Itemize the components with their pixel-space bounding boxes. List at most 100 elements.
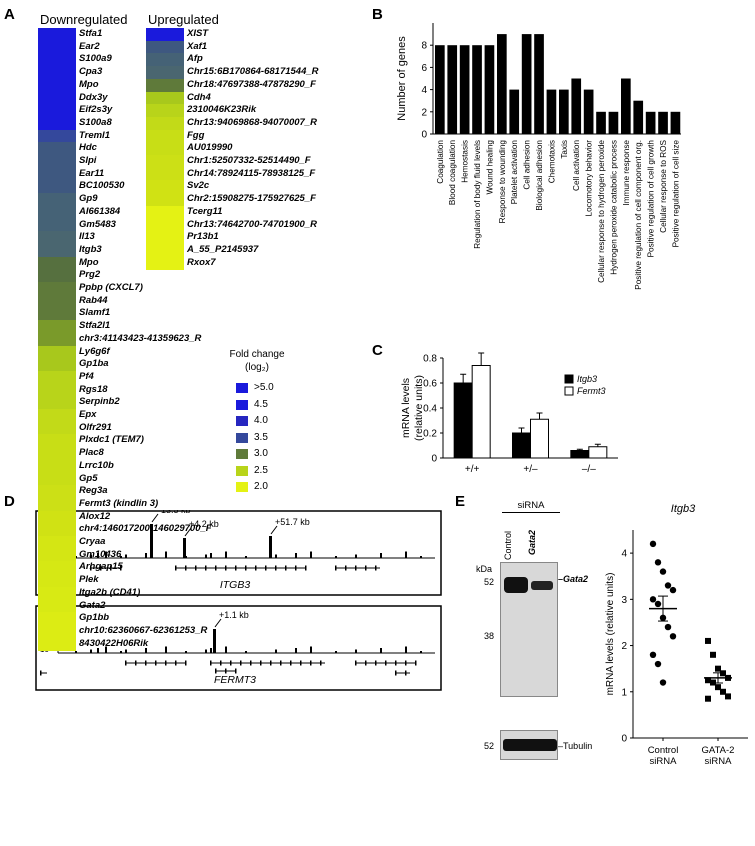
peak-pointer [270, 525, 278, 535]
heatmap-cell-down [38, 167, 76, 181]
mrna-levels-bar-chart: 0 0.2 0.4 0.6 0.8 mRNA levels (relative units)… [400, 352, 618, 475]
heatmap-cell-down [38, 383, 76, 397]
x-category-label: Cellular response to ROS [659, 139, 668, 232]
gene-exon [345, 565, 347, 571]
signal-peak [213, 629, 216, 653]
heatmap-cell-up [146, 155, 184, 169]
data-point-circle [649, 651, 657, 658]
bar [588, 446, 608, 459]
gene-exon [165, 660, 167, 666]
gene-label-down: Ly6g6f [79, 345, 110, 357]
gene-label-up: Chr15:6B170864-68171544_R [187, 66, 319, 78]
gene-exon [335, 565, 337, 571]
legend-title: Fold change [229, 349, 285, 360]
gene-label-down: Stfa1 [79, 28, 103, 39]
gene-exon [285, 565, 287, 571]
heatmap-cell-down [38, 256, 76, 270]
signal-bar [75, 556, 77, 558]
bar [546, 89, 557, 134]
legend-swatch [236, 416, 248, 426]
gene-label-up: Cdh4 [187, 91, 211, 103]
gene-exon [395, 660, 397, 666]
data-point-square [720, 688, 726, 695]
heatmap-cell-down [38, 205, 76, 219]
y-tick-label: 0.4 [423, 404, 437, 415]
gene-label-down: Stfa2l1 [79, 320, 111, 332]
heatmap-cell-down [38, 91, 76, 105]
heatmap-cell-up [146, 256, 184, 270]
heatmap-cell-up [146, 193, 184, 207]
x-category-label: –/– [582, 464, 596, 475]
signal-bar [210, 553, 212, 558]
heatmap-cell-up [146, 205, 184, 219]
signal-bar [310, 551, 312, 558]
data-point-circle [649, 540, 657, 548]
signal-peak [269, 536, 272, 558]
data-point-square [705, 677, 711, 684]
x-category-label: Platelet activation [510, 140, 519, 205]
heatmap-cell-down [38, 180, 76, 194]
gene-label-down: Treml1 [79, 129, 110, 141]
signal-bar [405, 646, 407, 653]
heatmap-cell-up [146, 78, 184, 92]
gene-label-down: chr4:146017200-146029700_F [79, 523, 212, 535]
x-category-label: +/+ [465, 464, 480, 475]
gene-exon [405, 660, 407, 666]
heatmap-cell-down [38, 116, 76, 131]
bar [621, 78, 631, 134]
x-category-label: Chemotaxis [547, 140, 556, 183]
gene-exon [155, 660, 157, 666]
bar [521, 34, 532, 134]
legend-label: Itgb3 [577, 374, 597, 384]
legend-label: 4.0 [254, 415, 268, 426]
panel-b-letter: B [372, 6, 383, 23]
heatmap-cell-up [146, 167, 184, 181]
bar [670, 111, 681, 134]
heatmap-cell-down [38, 586, 76, 600]
signal-bar [420, 651, 422, 653]
x-category-label: Wound healing [485, 140, 494, 195]
bar [512, 432, 531, 459]
signal-bar [355, 554, 357, 558]
heatmap-cell-down [38, 320, 76, 334]
heatmap-cell-down [38, 434, 76, 448]
gene-label-down: Gp9 [79, 193, 98, 205]
gene-exon [120, 565, 122, 571]
gene-exon [175, 565, 177, 571]
heatmap-cell-down [38, 447, 76, 461]
data-point-circle [654, 559, 662, 566]
gene-label-down: Olfr291 [79, 421, 112, 433]
gene-exon [365, 565, 367, 571]
legend-swatch [236, 399, 248, 410]
gene-label-down: Ear11 [79, 167, 105, 179]
signal-bar [165, 551, 167, 558]
signal-peak [183, 538, 186, 558]
heatmap-cell-down [38, 510, 76, 524]
x-category-label: Cellular response to hydrogen peroxide [597, 140, 606, 283]
heatmap-cell-down [38, 409, 76, 423]
marker-52-top: 52 [484, 577, 495, 587]
gene-exon [310, 660, 312, 666]
gene-exon [405, 670, 407, 676]
data-point-square [710, 651, 716, 658]
gene-label-down: chr10:62360667-62361253_R [79, 624, 208, 636]
gene-label-down: Ear2 [79, 40, 100, 52]
x-category-label: Regulation of body fluid levels [473, 140, 482, 249]
signal-bar [420, 556, 422, 558]
gene-exon [265, 565, 267, 571]
signal-bar [380, 648, 382, 653]
gene-exon [205, 565, 207, 571]
signal-bar [105, 646, 107, 653]
peak-pointer [151, 513, 159, 523]
band-gata2 [531, 581, 553, 590]
gene-exon [280, 660, 282, 666]
data-point-square [715, 684, 721, 691]
gene-label-up: Fgg [187, 129, 205, 141]
gene-label-up: Chr14:78924115-78938125_F [187, 167, 316, 179]
gene-exon [300, 660, 302, 666]
data-point-circle [669, 633, 677, 640]
gene-label-down: Gp1bb [79, 612, 110, 624]
gene-label-down: Plac8 [79, 447, 104, 459]
heatmap-cell-up [146, 104, 184, 118]
signal-bar [120, 651, 122, 653]
